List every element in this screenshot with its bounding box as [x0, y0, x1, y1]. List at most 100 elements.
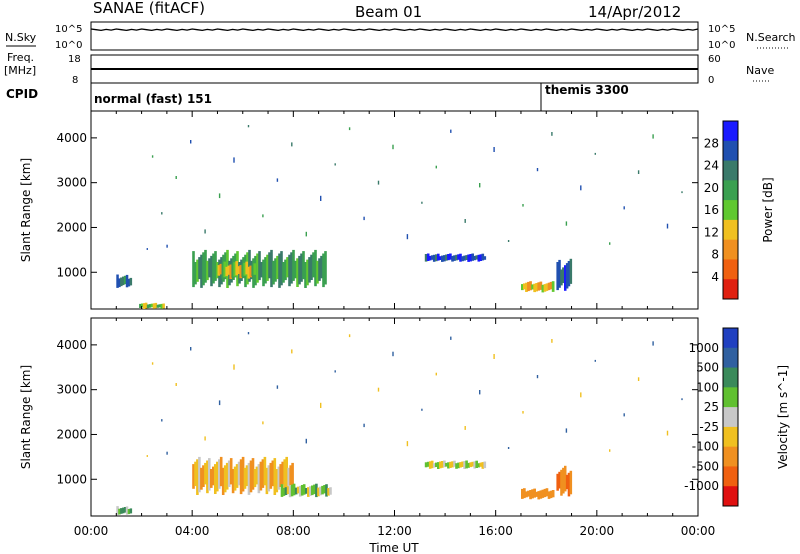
noise-right-tick-bottom: 10^0: [708, 40, 735, 51]
colorbar-tick-label: 4: [711, 270, 719, 284]
velocity-cell: [249, 460, 253, 493]
time-tick-label: 00:00: [74, 524, 109, 538]
velocity-cell: [529, 490, 532, 500]
power-cell: [194, 262, 197, 285]
power-cell: [256, 253, 259, 283]
velocity-cell: [273, 458, 277, 495]
power-streak: [435, 165, 437, 169]
colorbar-tick-label: 16: [704, 203, 719, 217]
velocity-cell: [229, 458, 233, 485]
power-cell: [200, 254, 203, 288]
power-cell: [268, 252, 271, 279]
velocity-streak: [204, 436, 206, 441]
beam-title: Beam 01: [355, 3, 422, 21]
power-cell: [158, 304, 161, 308]
power-cell: [196, 259, 199, 282]
power-cell: [227, 265, 230, 275]
power-cell: [225, 266, 228, 277]
power-cell: [129, 277, 133, 286]
velocity-cell: [279, 464, 282, 487]
power-cell: [324, 251, 327, 285]
velocity-streak: [377, 387, 380, 392]
velocity-streak: [681, 398, 683, 401]
power-cell: [449, 253, 452, 260]
velocity-cell: [309, 486, 312, 496]
power-colorbar: 28 24 20 16 12 8 4: [704, 120, 739, 300]
velocity-streak: [151, 362, 154, 365]
velocity-cell: [202, 465, 205, 487]
power-streak: [320, 195, 322, 201]
velocity-y-ticks: 1000 2000 3000 4000: [56, 338, 698, 486]
power-cell: [477, 254, 481, 262]
power-cell: [280, 251, 283, 286]
power-cell: [467, 254, 470, 262]
velocity-cell: [300, 485, 304, 496]
velocity-cell: [527, 490, 530, 497]
power-cell: [243, 262, 246, 276]
velocity-streak: [262, 421, 264, 425]
velocity-cell: [225, 462, 229, 490]
colorbar-swatch: [723, 160, 738, 181]
velocity-cell: [426, 461, 430, 467]
velocity-cell: [227, 460, 231, 487]
velocity-cell: [473, 461, 476, 469]
velocity-cell: [453, 460, 456, 467]
power-streak: [166, 244, 168, 248]
power-cell: [288, 254, 291, 287]
velocity-streak: [637, 377, 640, 381]
colorbar-swatch: [723, 407, 738, 428]
velocity-cell: [237, 461, 241, 486]
power-cell: [208, 258, 211, 278]
colorbar-swatch: [723, 426, 738, 448]
power-streak: [493, 147, 495, 152]
power-cell: [235, 261, 238, 276]
colorbar-swatch: [723, 347, 738, 369]
velocity-cell: [537, 491, 541, 500]
velocity-cell: [277, 466, 281, 490]
time-tick-label: 16:00: [478, 524, 513, 538]
power-streak: [522, 204, 524, 207]
power-cell: [290, 252, 293, 284]
velocity-cell: [285, 456, 288, 491]
velocity-streak: [450, 336, 452, 340]
y-tick-label: 4000: [56, 338, 87, 352]
velocity-cell: [457, 462, 460, 469]
y-tick-label: 1000: [56, 472, 87, 486]
power-cell: [300, 253, 303, 282]
power-cell: [461, 256, 464, 262]
velocity-streak: [507, 447, 510, 449]
velocity-cell: [298, 485, 302, 497]
power-cell: [543, 284, 547, 292]
power-streak: [464, 219, 466, 223]
power-cell: [249, 265, 252, 278]
power-cell: [148, 304, 152, 308]
power-cell: [556, 262, 559, 291]
power-cell: [322, 253, 325, 288]
power-streak: [551, 132, 553, 136]
velocity-x-ticks: [90, 318, 699, 516]
power-cell: [312, 252, 315, 278]
velocity-cell: [471, 461, 474, 467]
velocity-cell: [216, 461, 219, 492]
power-streak: [276, 178, 279, 182]
power-cell: [260, 262, 263, 278]
noise-panel-frame: [90, 21, 699, 51]
power-cell: [302, 251, 305, 280]
power-cell: [445, 254, 448, 261]
velocity-streak: [580, 392, 582, 398]
velocity-cell: [437, 462, 440, 469]
power-cell: [123, 275, 127, 285]
velocity-cell: [261, 459, 265, 488]
power-cell: [272, 260, 275, 285]
colorbar-swatch: [723, 239, 738, 260]
velocity-cell: [219, 456, 223, 487]
time-axis-title: Time UT: [368, 541, 419, 554]
colorbar-tick-label: -25: [699, 420, 719, 434]
velocity-cell: [443, 460, 446, 468]
velocity-cell: [192, 464, 195, 489]
power-cell: [278, 253, 281, 288]
power-cell: [266, 254, 269, 281]
power-streak: [348, 127, 351, 131]
power-cell: [441, 255, 444, 262]
velocity-cell: [294, 487, 298, 495]
